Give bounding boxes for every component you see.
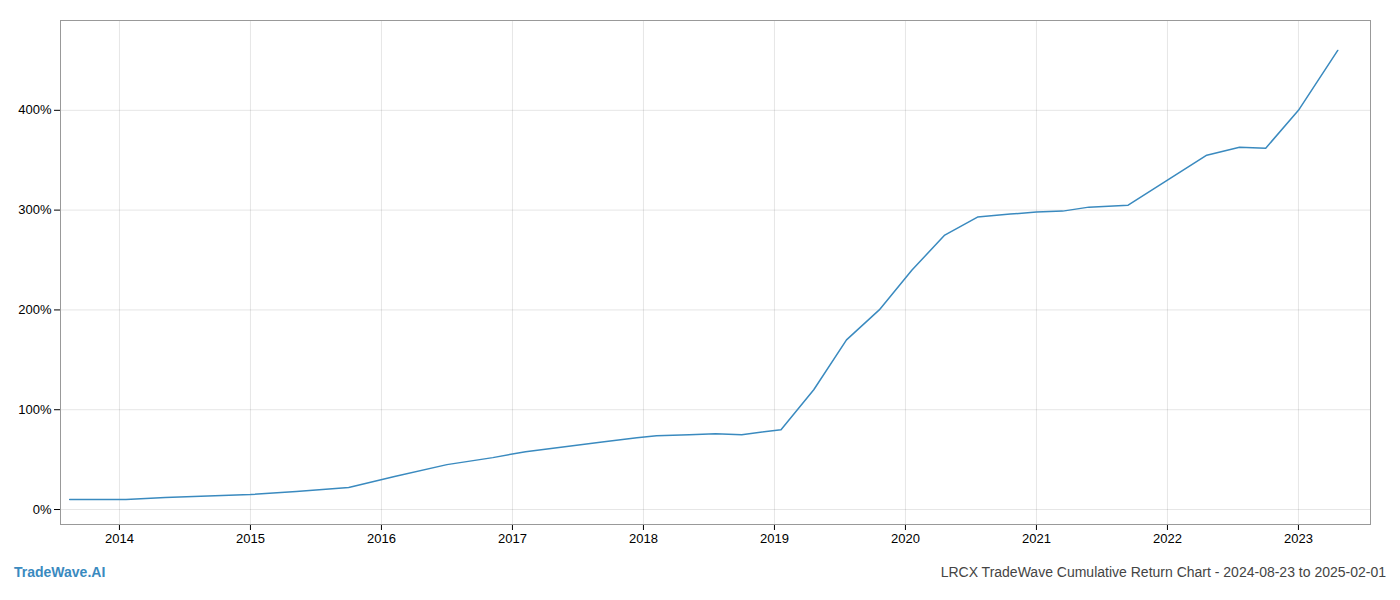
html-text:TradeWave.AI: TradeWave.AI	[14, 564, 106, 580]
svg-text:2016: 2016	[367, 531, 396, 546]
html-text:LRCX TradeWave Cumulative Retu: LRCX TradeWave Cumulative Return Chart -…	[940, 564, 1386, 580]
svg-text:2022: 2022	[1153, 531, 1182, 546]
svg-text:400%: 400%	[18, 102, 52, 117]
svg-text:2023: 2023	[1284, 531, 1313, 546]
svg-text:2014: 2014	[105, 531, 134, 546]
svg-text:2018: 2018	[629, 531, 658, 546]
svg-text:2015: 2015	[236, 531, 265, 546]
svg-text:100%: 100%	[18, 402, 52, 417]
svg-text:2021: 2021	[1022, 531, 1051, 546]
svg-text:0%: 0%	[33, 502, 52, 517]
svg-text:2020: 2020	[891, 531, 920, 546]
svg-text:300%: 300%	[18, 202, 52, 217]
svg-text:2019: 2019	[760, 531, 789, 546]
svg-text:200%: 200%	[18, 302, 52, 317]
svg-text:2017: 2017	[498, 531, 527, 546]
